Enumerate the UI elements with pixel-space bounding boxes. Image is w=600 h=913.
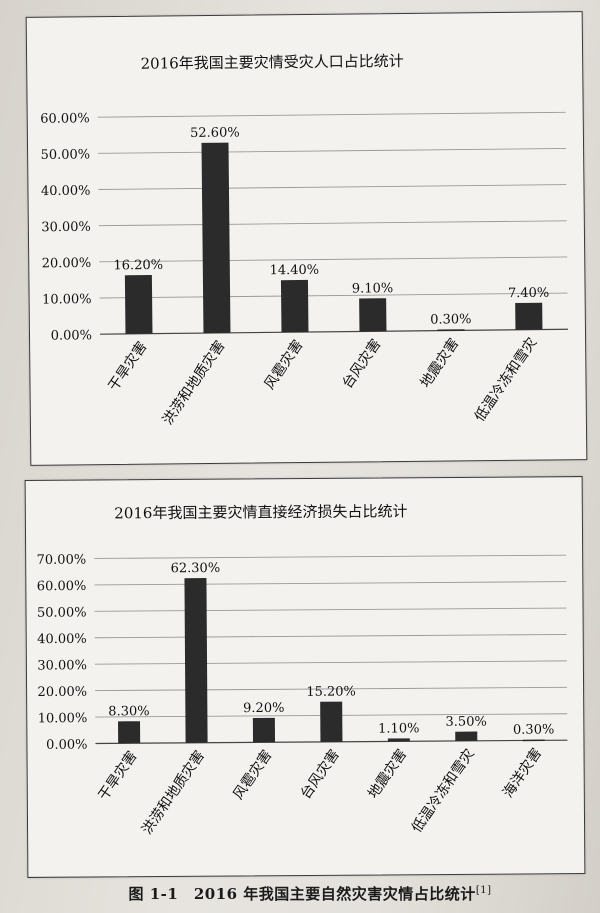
bar-0 xyxy=(118,721,141,744)
x-category-label: 低温冷冻和雪灾 xyxy=(471,334,540,424)
x-category-label: 风雹灾害 xyxy=(230,747,276,803)
data-label: 8.30% xyxy=(108,704,149,719)
gridline xyxy=(95,686,568,692)
bar-4 xyxy=(387,738,410,742)
y-tick-label: 30.00% xyxy=(37,658,87,673)
gridline xyxy=(94,607,567,612)
bar-2 xyxy=(252,717,276,743)
y-tick-label: 40.00% xyxy=(37,632,87,647)
y-tick-label: 20.00% xyxy=(37,685,87,700)
y-tick-label: 50.00% xyxy=(37,605,87,620)
chart-title: 2016年我国主要灾情受灾人口占比统计 xyxy=(140,52,403,73)
figure-caption-text: 图 1-1 2016 年我国主要自然灾害灾情占比统计 xyxy=(128,885,476,903)
bar-1 xyxy=(201,142,231,334)
data-label: 9.10% xyxy=(352,281,393,296)
chart-economic-loss: 2016年我国主要灾情直接经济损失占比统计 0.00% 10.00% 20.00% 30… xyxy=(37,502,568,838)
y-tick-label: 0.00% xyxy=(46,738,87,753)
y-tick-label: 40.00% xyxy=(41,184,91,200)
gridline xyxy=(94,660,567,665)
x-category-label: 风雹灾害 xyxy=(261,337,307,393)
data-label: 14.40% xyxy=(269,263,319,279)
gridline xyxy=(94,634,567,639)
gridline xyxy=(98,220,567,227)
bar-0 xyxy=(124,275,153,334)
chart-panel-economic-loss: 2016年我国主要灾情直接经济损失占比统计 0.00% 10.00% 20.00% 30… xyxy=(24,476,586,878)
chart-title: 2016年我国主要灾情直接经济损失占比统计 xyxy=(114,502,407,522)
x-category-label: 地震灾害 xyxy=(364,746,410,802)
y-tick-label: 50.00% xyxy=(40,147,90,163)
y-tick-label: 10.00% xyxy=(38,711,88,726)
data-label: 1.10% xyxy=(378,721,419,736)
gridline xyxy=(94,581,567,586)
x-category-label: 洪涝和地质灾害 xyxy=(159,338,228,428)
x-category-label: 台风灾害 xyxy=(339,336,385,392)
x-axis-line xyxy=(99,328,568,335)
bar-4 xyxy=(437,329,465,332)
data-label: 15.20% xyxy=(306,684,356,699)
x-category-label: 洪涝和地质灾害 xyxy=(138,747,208,837)
gridline xyxy=(98,184,567,190)
y-tick-label: 0.00% xyxy=(51,328,92,343)
x-category-label: 地震灾害 xyxy=(417,335,463,391)
bar-5 xyxy=(455,731,478,741)
y-tick-label: 10.00% xyxy=(42,292,92,308)
bar-5 xyxy=(515,302,543,330)
x-category-label: 台风灾害 xyxy=(297,746,343,802)
bar-6 xyxy=(522,739,545,742)
gridline xyxy=(97,111,566,118)
data-label: 9.20% xyxy=(243,701,284,716)
data-label: 0.30% xyxy=(430,312,471,327)
gridline xyxy=(99,292,568,299)
y-tick-label: 20.00% xyxy=(42,256,92,272)
x-category-label: 低温冷冻和雪灾 xyxy=(408,745,478,835)
x-category-label: 海洋灾害 xyxy=(499,745,545,801)
data-label: 16.20% xyxy=(113,258,163,274)
bar-1 xyxy=(184,578,208,743)
y-tick-label: 30.00% xyxy=(41,220,91,236)
data-label: 3.50% xyxy=(445,714,486,729)
data-label: 7.40% xyxy=(508,286,549,301)
x-category-label: 干旱灾害 xyxy=(95,748,141,804)
y-tick-label: 60.00% xyxy=(37,579,87,594)
figure-caption-ref: [1] xyxy=(475,885,492,896)
bar-3 xyxy=(359,298,387,332)
gridline xyxy=(99,256,568,263)
x-category-label: 干旱灾害 xyxy=(105,338,151,394)
chart-panel-affected-population: 2016年我国主要灾情受灾人口占比统计 0.00% 10.00% 20.00% 30.0… xyxy=(25,11,588,466)
y-tick-label: 70.00% xyxy=(37,553,87,568)
gridline xyxy=(98,147,567,154)
bar-2 xyxy=(280,279,309,333)
bar-3 xyxy=(320,701,343,742)
data-label: 0.30% xyxy=(513,722,554,737)
data-label: 52.60% xyxy=(190,125,240,141)
data-label: 62.30% xyxy=(171,561,221,576)
chart-affected-population: 2016年我国主要灾情受灾人口占比统计 0.00% 10.00% 20.00% 30.0… xyxy=(40,52,568,428)
figure-caption: 图 1-1 2016 年我国主要自然灾害灾情占比统计[1] xyxy=(40,883,580,904)
y-tick-label: 60.00% xyxy=(40,111,90,127)
gridline xyxy=(94,554,567,559)
